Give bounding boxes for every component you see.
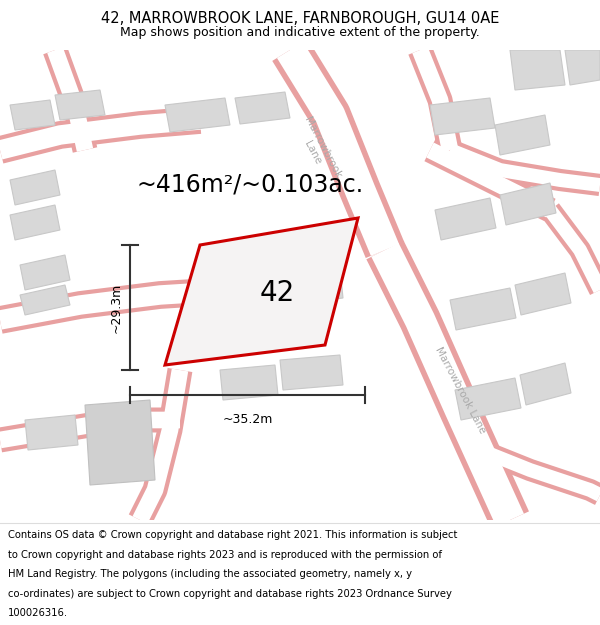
Text: HM Land Registry. The polygons (including the associated geometry, namely x, y: HM Land Registry. The polygons (includin… <box>8 569 412 579</box>
Polygon shape <box>435 198 496 240</box>
Text: Marrowbrook
Lane: Marrowbrook Lane <box>292 115 344 185</box>
Text: 42: 42 <box>259 279 295 308</box>
Polygon shape <box>10 170 60 205</box>
Text: ~416m²/~0.103ac.: ~416m²/~0.103ac. <box>136 173 364 197</box>
Polygon shape <box>55 90 105 120</box>
Polygon shape <box>165 98 230 132</box>
Text: Marrowbrook Lane: Marrowbrook Lane <box>433 345 487 435</box>
Text: 100026316.: 100026316. <box>8 608 68 618</box>
Polygon shape <box>215 275 278 315</box>
Polygon shape <box>565 50 600 85</box>
Polygon shape <box>25 415 78 450</box>
Polygon shape <box>495 115 550 155</box>
Text: ~29.3m: ~29.3m <box>110 282 122 332</box>
Polygon shape <box>280 355 343 390</box>
Polygon shape <box>165 218 358 365</box>
Polygon shape <box>430 98 495 135</box>
Polygon shape <box>500 183 556 225</box>
Text: ~35.2m: ~35.2m <box>223 413 272 426</box>
Polygon shape <box>455 378 521 420</box>
Polygon shape <box>235 92 290 124</box>
Polygon shape <box>220 365 278 400</box>
Polygon shape <box>510 50 565 90</box>
Polygon shape <box>10 100 55 130</box>
Polygon shape <box>85 400 155 485</box>
Polygon shape <box>450 288 516 330</box>
Text: Contains OS data © Crown copyright and database right 2021. This information is : Contains OS data © Crown copyright and d… <box>8 531 457 541</box>
Polygon shape <box>515 273 571 315</box>
Polygon shape <box>20 255 70 290</box>
Text: Map shows position and indicative extent of the property.: Map shows position and indicative extent… <box>120 26 480 39</box>
Polygon shape <box>20 285 70 315</box>
Text: to Crown copyright and database rights 2023 and is reproduced with the permissio: to Crown copyright and database rights 2… <box>8 550 442 560</box>
Polygon shape <box>10 205 60 240</box>
Polygon shape <box>520 363 571 405</box>
Polygon shape <box>280 268 343 305</box>
Text: co-ordinates) are subject to Crown copyright and database rights 2023 Ordnance S: co-ordinates) are subject to Crown copyr… <box>8 589 452 599</box>
Text: 42, MARROWBROOK LANE, FARNBOROUGH, GU14 0AE: 42, MARROWBROOK LANE, FARNBOROUGH, GU14 … <box>101 11 499 26</box>
Polygon shape <box>270 238 333 275</box>
Polygon shape <box>205 245 268 280</box>
